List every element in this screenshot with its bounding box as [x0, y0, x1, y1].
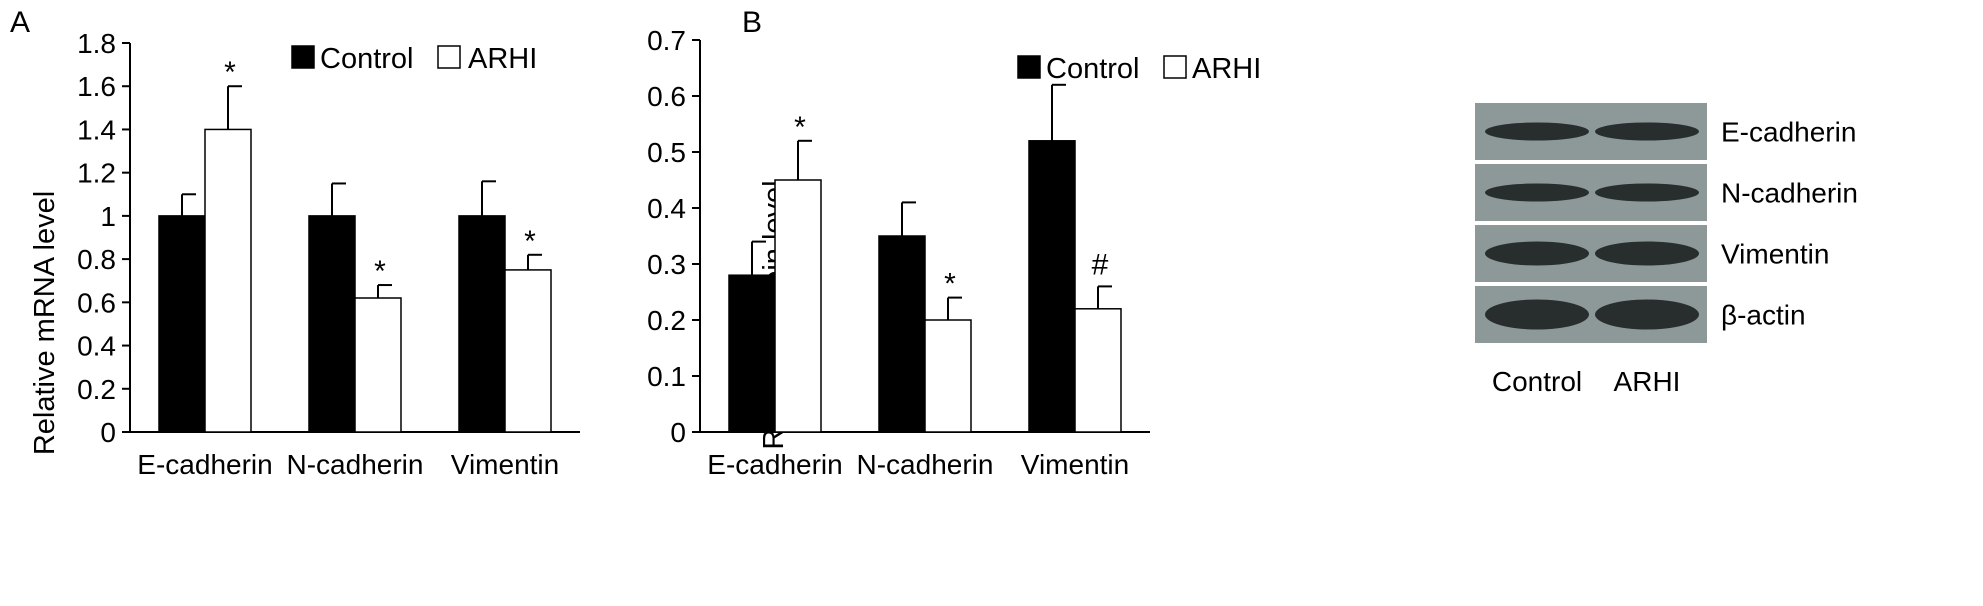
- y-tick-label: 1.6: [77, 71, 116, 102]
- significance-marker: *: [224, 56, 236, 89]
- blot-band-control: [1485, 183, 1589, 202]
- blot-row-label: N-cadherin: [1721, 178, 1858, 209]
- x-tick-label: E-cadherin: [707, 449, 842, 480]
- y-tick-label: 0.3: [647, 249, 686, 280]
- panel-a-legend: Control ARHI: [291, 43, 537, 75]
- y-tick-label: 0.1: [647, 361, 686, 392]
- y-tick-label: 0.2: [647, 305, 686, 336]
- legend-a-arhi-swatch: [437, 45, 461, 69]
- blot-band-control: [1485, 299, 1589, 330]
- y-tick-label: 0.4: [77, 331, 116, 362]
- panel-b: B Relative protein level Control ARHI 00…: [647, 6, 1261, 480]
- bar-control-n-cadherin: [878, 235, 926, 433]
- y-tick-label: 0: [670, 417, 686, 448]
- blot-band-control: [1485, 241, 1589, 266]
- bar-arhi-vimentin: [1074, 308, 1122, 433]
- y-tick-label: 0: [100, 417, 116, 448]
- x-tick-label: Vimentin: [1021, 449, 1129, 480]
- y-tick-label: 0.6: [77, 287, 116, 318]
- y-tick-label: 1.2: [77, 158, 116, 189]
- blot-row-label: Vimentin: [1721, 239, 1829, 270]
- panel-b-letter: B: [742, 6, 762, 39]
- blot-row-label: β-actin: [1721, 300, 1806, 331]
- legend-a-control-swatch: [291, 45, 315, 69]
- y-tick-label: 1: [100, 201, 116, 232]
- bar-arhi-n-cadherin: [924, 319, 972, 433]
- y-tick-label: 0.4: [647, 193, 686, 224]
- x-tick-label: N-cadherin: [287, 449, 424, 480]
- blot-band-arhi: [1595, 299, 1699, 330]
- bar-arhi-e-cadherin: [204, 128, 252, 433]
- legend-b-control-label: Control: [1046, 53, 1140, 85]
- significance-marker: *: [374, 255, 386, 288]
- bar-arhi-n-cadherin: [354, 297, 402, 433]
- bar-control-e-cadherin: [158, 215, 206, 433]
- blot-lane-label: Control: [1492, 366, 1582, 397]
- y-tick-label: 1.4: [77, 114, 116, 145]
- blot-row-label: E-cadherin: [1721, 117, 1856, 148]
- blot-band-control: [1485, 122, 1589, 141]
- panel-b-legend: Control ARHI: [1017, 53, 1261, 85]
- x-tick-label: Vimentin: [451, 449, 559, 480]
- panel-a-y-axis-label: Relative mRNA level: [29, 191, 61, 455]
- panel-a-letter: A: [10, 6, 30, 39]
- y-tick-label: 0.8: [77, 244, 116, 275]
- bar-control-e-cadherin: [728, 274, 776, 433]
- blot-lane-label: ARHI: [1614, 366, 1681, 397]
- western-blot: E-cadherin N-cadherin Vimentin β-actin Contr…: [1475, 103, 1858, 397]
- legend-b-arhi-swatch: [1163, 55, 1187, 79]
- legend-b-control-swatch: [1017, 55, 1041, 79]
- bar-control-n-cadherin: [308, 215, 356, 433]
- bar-control-vimentin: [1028, 140, 1076, 433]
- bar-arhi-vimentin: [504, 269, 552, 433]
- x-tick-label: E-cadherin: [137, 449, 272, 480]
- blot-band-arhi: [1595, 183, 1699, 202]
- y-tick-label: 0.6: [647, 81, 686, 112]
- bar-control-vimentin: [458, 215, 506, 433]
- significance-marker: *: [524, 225, 536, 258]
- legend-b-arhi-label: ARHI: [1192, 53, 1261, 85]
- y-tick-label: 0.2: [77, 374, 116, 405]
- y-tick-label: 0.7: [647, 25, 686, 56]
- significance-marker: *: [794, 111, 806, 144]
- legend-a-control-label: Control: [320, 43, 414, 75]
- significance-marker: *: [944, 268, 956, 301]
- x-tick-label: N-cadherin: [857, 449, 994, 480]
- panel-a: A Relative mRNA level Control ARHI 0 0.2 0…: [10, 6, 580, 480]
- blot-band-arhi: [1595, 122, 1699, 141]
- legend-a-arhi-label: ARHI: [468, 43, 537, 75]
- significance-marker: #: [1092, 248, 1109, 281]
- blot-band-arhi: [1595, 241, 1699, 266]
- bar-arhi-e-cadherin: [774, 179, 822, 433]
- y-tick-label: 1.8: [77, 28, 116, 59]
- y-tick-label: 0.5: [647, 137, 686, 168]
